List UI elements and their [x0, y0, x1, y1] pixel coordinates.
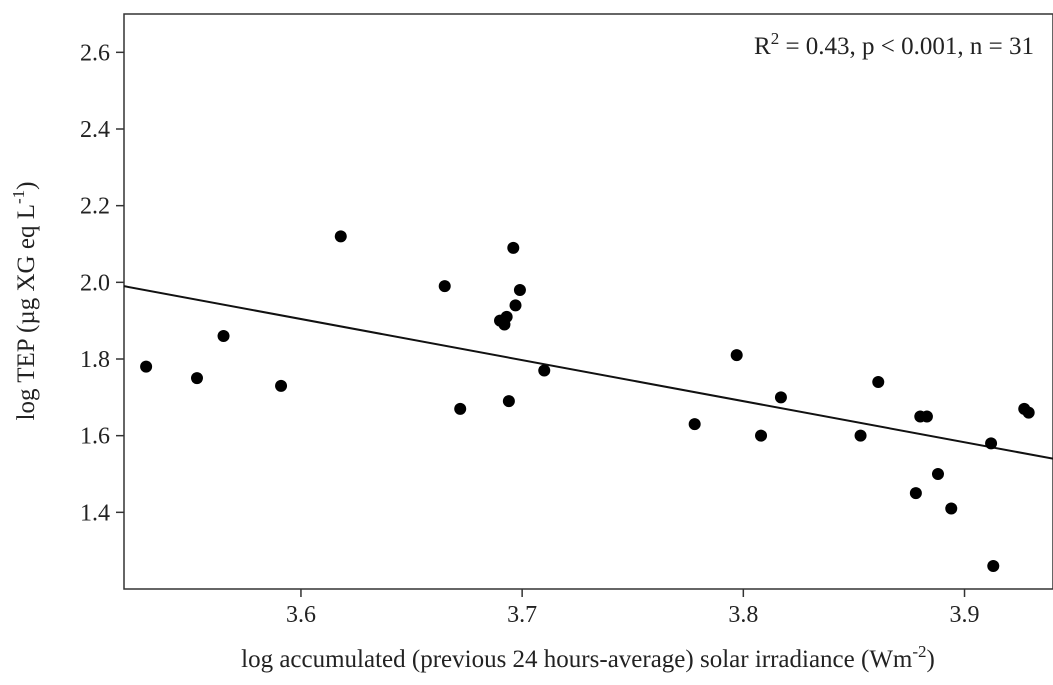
y-tick-label: 2.6	[80, 40, 110, 66]
points-layer	[140, 230, 1035, 572]
x-axis-label: log accumulated (previous 24 hours-avera…	[241, 642, 935, 673]
y-tick-label: 2.4	[80, 117, 110, 143]
y-tick-label: 2.0	[80, 270, 110, 296]
data-point	[334, 230, 347, 243]
plot-frame	[123, 13, 1053, 590]
data-point	[190, 372, 203, 385]
regression-line	[123, 285, 1053, 460]
y-tick-label: 1.8	[80, 347, 110, 373]
data-point	[774, 391, 787, 404]
y-tick-label: 1.4	[80, 500, 110, 526]
data-point	[498, 318, 511, 331]
data-point	[140, 360, 153, 373]
x-axis: 3.6 3.7 3.8 3.9	[286, 589, 980, 628]
x-tick-label: 3.8	[728, 602, 758, 628]
data-point	[438, 280, 451, 293]
data-point	[217, 330, 230, 342]
x-tick-label: 3.6	[286, 602, 316, 628]
data-point	[872, 376, 885, 388]
data-point	[513, 284, 526, 296]
data-point	[454, 402, 467, 415]
y-axis-label: log TEP (µg XG eq L-1)	[9, 182, 40, 421]
y-axis: 1.4 1.6 1.8 2.0 2.2 2.4 2.6	[80, 40, 124, 526]
data-point	[688, 418, 701, 431]
data-point	[1022, 406, 1035, 419]
data-point	[730, 349, 743, 362]
data-point	[538, 364, 551, 377]
data-point	[987, 560, 1000, 572]
x-tick-label: 3.7	[507, 602, 537, 628]
regression-layer	[123, 285, 1053, 460]
data-point	[507, 241, 520, 254]
data-point	[920, 410, 933, 423]
data-point	[945, 502, 958, 515]
data-point	[931, 468, 944, 480]
x-tick-label: 3.9	[950, 602, 980, 628]
y-tick-label: 1.6	[80, 424, 110, 450]
data-point	[854, 429, 867, 442]
y-tick-label: 2.2	[80, 194, 110, 220]
data-point	[509, 299, 522, 312]
data-point	[275, 379, 288, 392]
data-point	[985, 437, 998, 450]
stats-annotation: R2 = 0.43, p < 0.001, n = 31	[754, 29, 1034, 60]
data-point	[755, 429, 768, 442]
data-point	[502, 395, 515, 408]
data-point	[909, 487, 922, 500]
